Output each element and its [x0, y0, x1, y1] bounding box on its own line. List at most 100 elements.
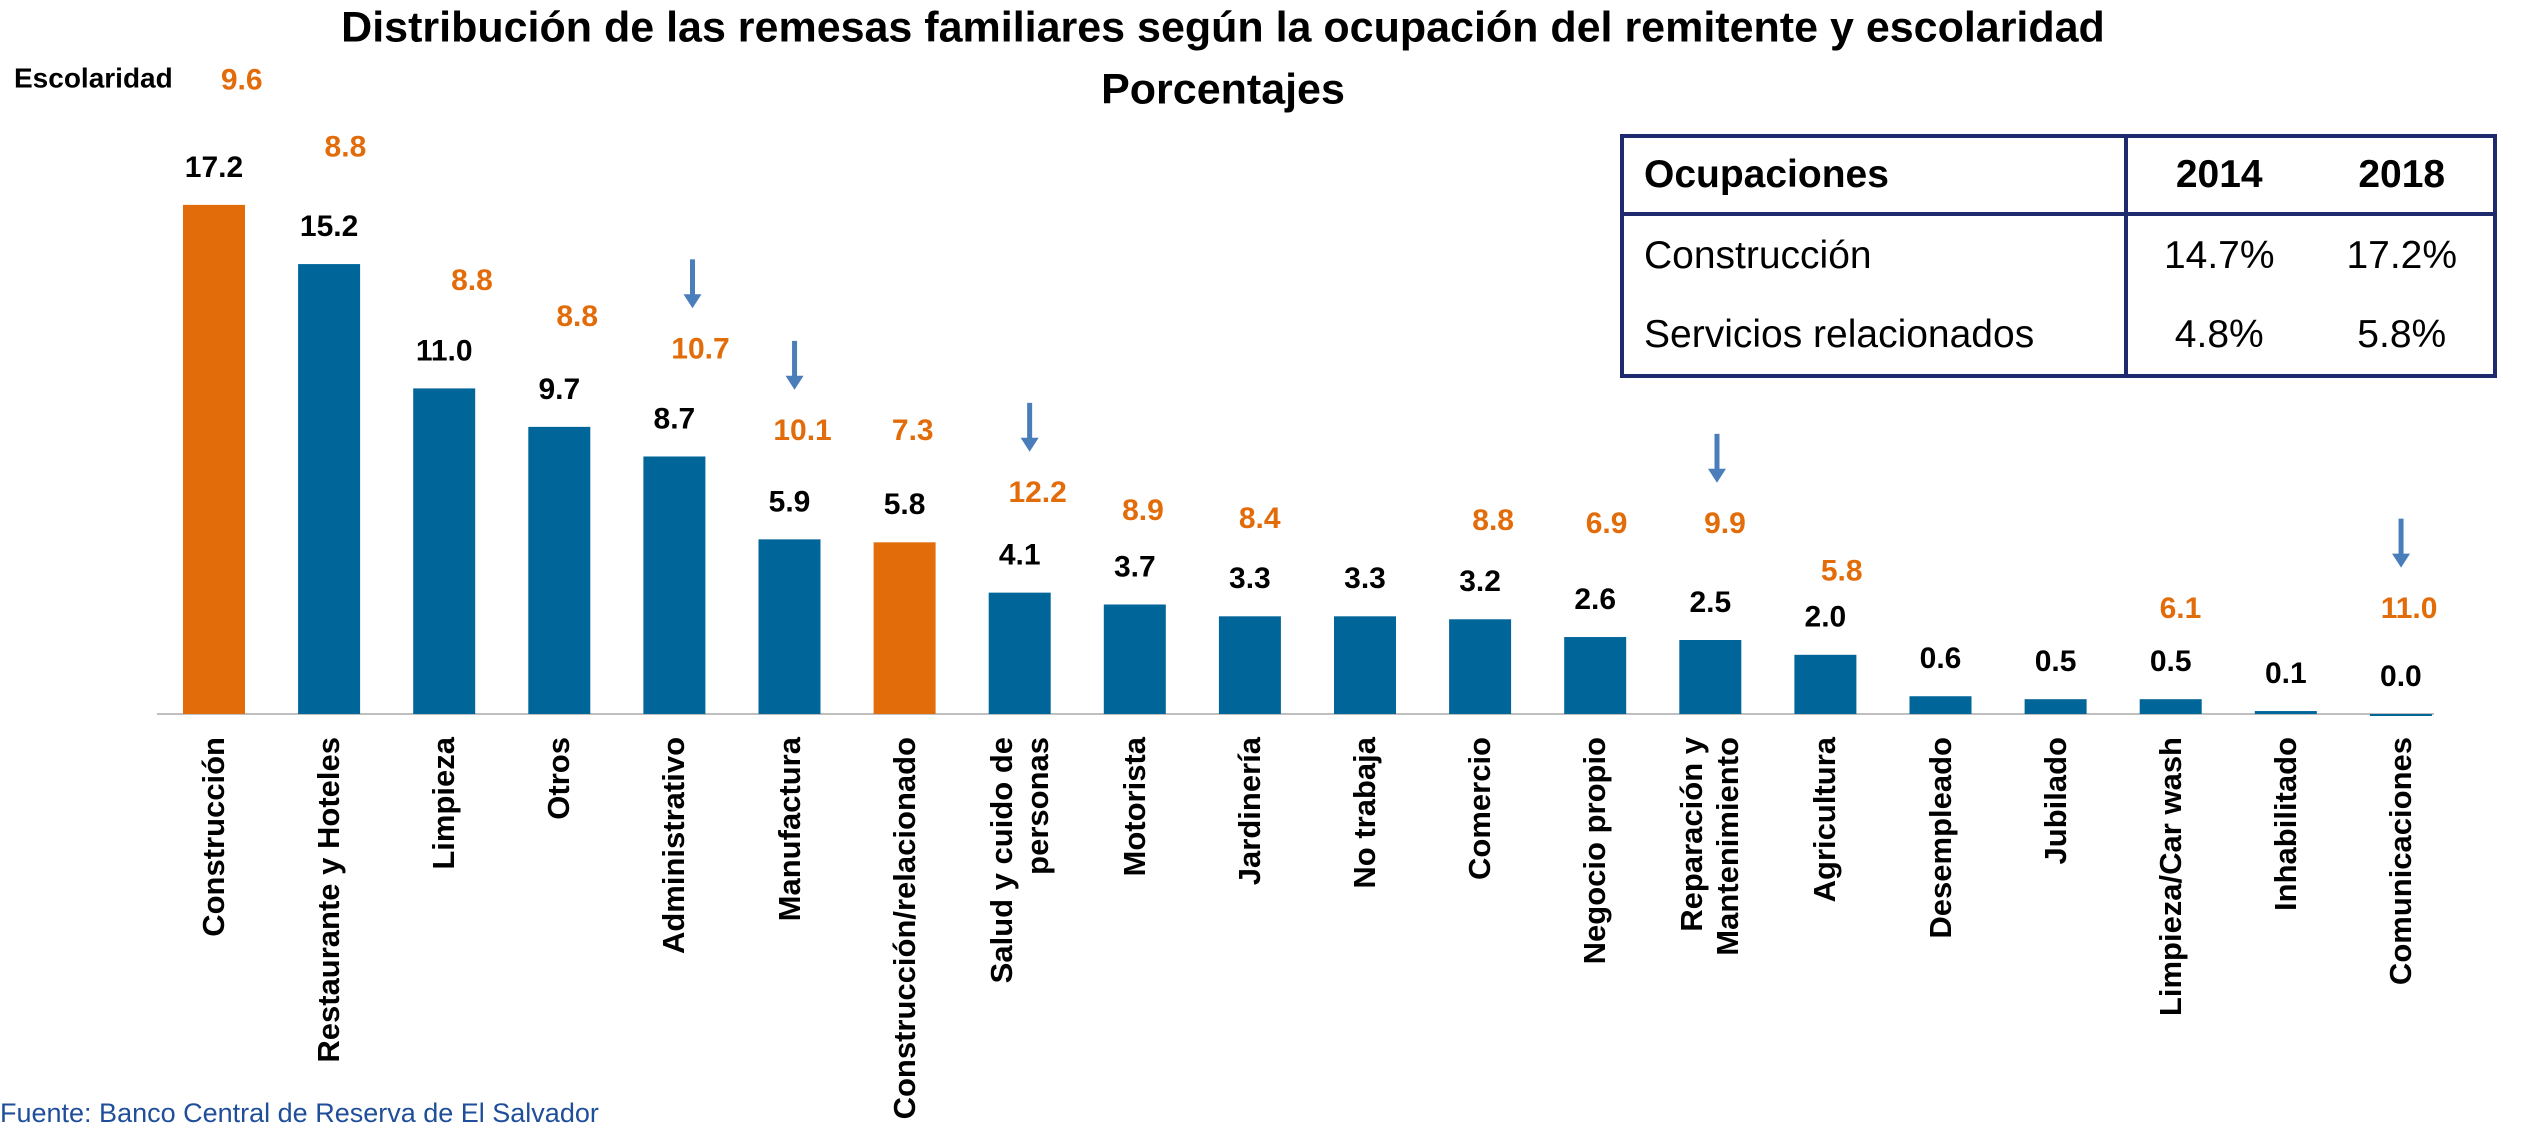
bar: [413, 388, 476, 714]
x-tick-label: Construcción/relacionado: [886, 737, 922, 1120]
bar: [183, 204, 245, 714]
bar: [528, 426, 591, 714]
inset-table: Ocupaciones 2014 2018 Construcción 14.7%…: [1620, 134, 2497, 378]
bar: [2139, 699, 2202, 714]
x-tick-label: Comercio: [1462, 737, 1498, 880]
value-label: 11.0: [416, 334, 473, 367]
x-tick-label: Inhabilitado: [2267, 737, 2303, 911]
x-tick-label: Jardinería: [1231, 737, 1267, 886]
arrow-head: [2392, 553, 2411, 568]
header-cell: 2014: [2126, 136, 2311, 216]
bar: [643, 456, 706, 714]
escolaridad-value: 8.4: [1239, 502, 1281, 535]
bar: [2024, 699, 2087, 714]
bar: [1103, 604, 1166, 714]
escolaridad-value: 6.9: [1586, 507, 1628, 540]
escolaridad-value: 6.1: [2160, 592, 2202, 625]
value-label: 3.3: [1344, 562, 1386, 595]
x-tick-label: Reparación y Mantenimiento: [1674, 737, 1746, 956]
x-tick-label: Desempleado: [1922, 737, 1958, 939]
value-label: 4.1: [999, 539, 1041, 572]
bar: [1334, 616, 1396, 714]
value-label: 3.2: [1459, 565, 1501, 598]
cell: Servicios relacionados: [1622, 295, 2128, 376]
escolaridad-label: Escolaridad: [14, 62, 173, 93]
cell: Construcción: [1622, 214, 2128, 295]
value-label: 9.7: [538, 373, 580, 406]
arrow-head: [1020, 437, 1039, 452]
escolaridad-value: 9.9: [1704, 507, 1746, 540]
header-cell: Ocupaciones: [1622, 136, 2128, 216]
bar: [1909, 696, 1972, 714]
escolaridad-value: 8.8: [325, 130, 367, 163]
table-row: Construcción 14.7% 17.2%: [1622, 214, 2495, 295]
bar: [2254, 711, 2317, 714]
bar: [1794, 654, 1857, 714]
cell: 17.2%: [2346, 233, 2458, 277]
x-tick-label: Salud y cuido de personas: [983, 737, 1055, 984]
value-label: 5.9: [769, 485, 811, 518]
bar: [1564, 637, 1627, 714]
arrow-head: [1707, 468, 1726, 483]
header-cell: 2018: [2310, 136, 2495, 216]
table-row: Servicios relacionados 4.8% 5.8%: [1622, 295, 2495, 376]
escolaridad-value: 8.8: [1472, 504, 1514, 537]
escolaridad-value: 12.2: [1008, 476, 1066, 509]
x-tick-label: Agricultura: [1807, 737, 1843, 903]
bar: [1679, 640, 1742, 714]
value-label: 0.6: [1920, 642, 1962, 675]
value-label: 17.2: [185, 151, 243, 184]
escolaridad-value: 8.8: [451, 264, 493, 297]
escolaridad-value: 10.1: [773, 414, 831, 447]
value-label: 15.2: [300, 210, 358, 243]
value-label: 2.6: [1574, 583, 1616, 616]
value-label: 8.7: [654, 402, 696, 435]
escolaridad-value: 8.9: [1122, 494, 1164, 527]
x-tick-label: Limpieza: [426, 737, 462, 870]
x-tick-label: Restaurante y Hoteles: [311, 737, 347, 1063]
cell: 4.8%: [2174, 312, 2264, 356]
value-label: 5.8: [884, 488, 926, 521]
chart-title: Distribución de las remesas familiares s…: [341, 3, 2105, 51]
bar: [873, 542, 936, 714]
bar: [298, 264, 361, 714]
x-tick-label: Administrativo: [656, 737, 692, 955]
value-label: 3.3: [1229, 562, 1271, 595]
escolaridad-value: 11.0: [2381, 592, 2438, 625]
x-tick-label: Comunicaciones: [2382, 737, 2418, 986]
value-label: 2.5: [1689, 586, 1731, 619]
value-label: 0.5: [2150, 645, 2192, 678]
bar: [988, 592, 1051, 714]
value-label: 3.7: [1114, 550, 1156, 583]
x-tick-label: Construcción: [196, 737, 231, 937]
value-label: 0.5: [2035, 645, 2077, 678]
arrow-head: [683, 294, 702, 309]
source-note: Fuente: Banco Central de Reserva de El S…: [0, 1098, 599, 1128]
escolaridad-value: 8.8: [556, 300, 598, 333]
bar: [1218, 616, 1281, 714]
x-tick-label: Jubilado: [2037, 737, 2073, 865]
value-label: 2.0: [1805, 601, 1847, 634]
x-tick-label: Manufactura: [771, 737, 807, 922]
x-tick-label: Otros: [541, 737, 577, 820]
chart-subtitle: Porcentajes: [1101, 65, 1345, 113]
x-tick-label: Negocio propio: [1577, 737, 1613, 965]
cell: 5.8%: [2357, 312, 2447, 356]
arrow-head: [785, 375, 804, 390]
bar: [758, 539, 821, 714]
x-tick-label: Motorista: [1116, 737, 1152, 877]
x-tick-label: No trabaja: [1347, 737, 1382, 889]
cell: 14.7%: [2163, 233, 2275, 277]
value-label: 0.1: [2265, 657, 2307, 690]
escolaridad-value: 7.3: [892, 414, 934, 447]
escolaridad-value: 10.7: [671, 333, 729, 366]
table-header: Ocupaciones 2014 2018: [1622, 136, 2495, 216]
bar: [1449, 619, 1512, 714]
escolaridad-value: 5.8: [1821, 554, 1863, 587]
bar: [2369, 714, 2432, 716]
value-label: 0.0: [2380, 660, 2422, 693]
x-tick-label: Limpieza/Car wash: [2152, 737, 2188, 1017]
escolaridad-value: 9.6: [221, 63, 263, 96]
